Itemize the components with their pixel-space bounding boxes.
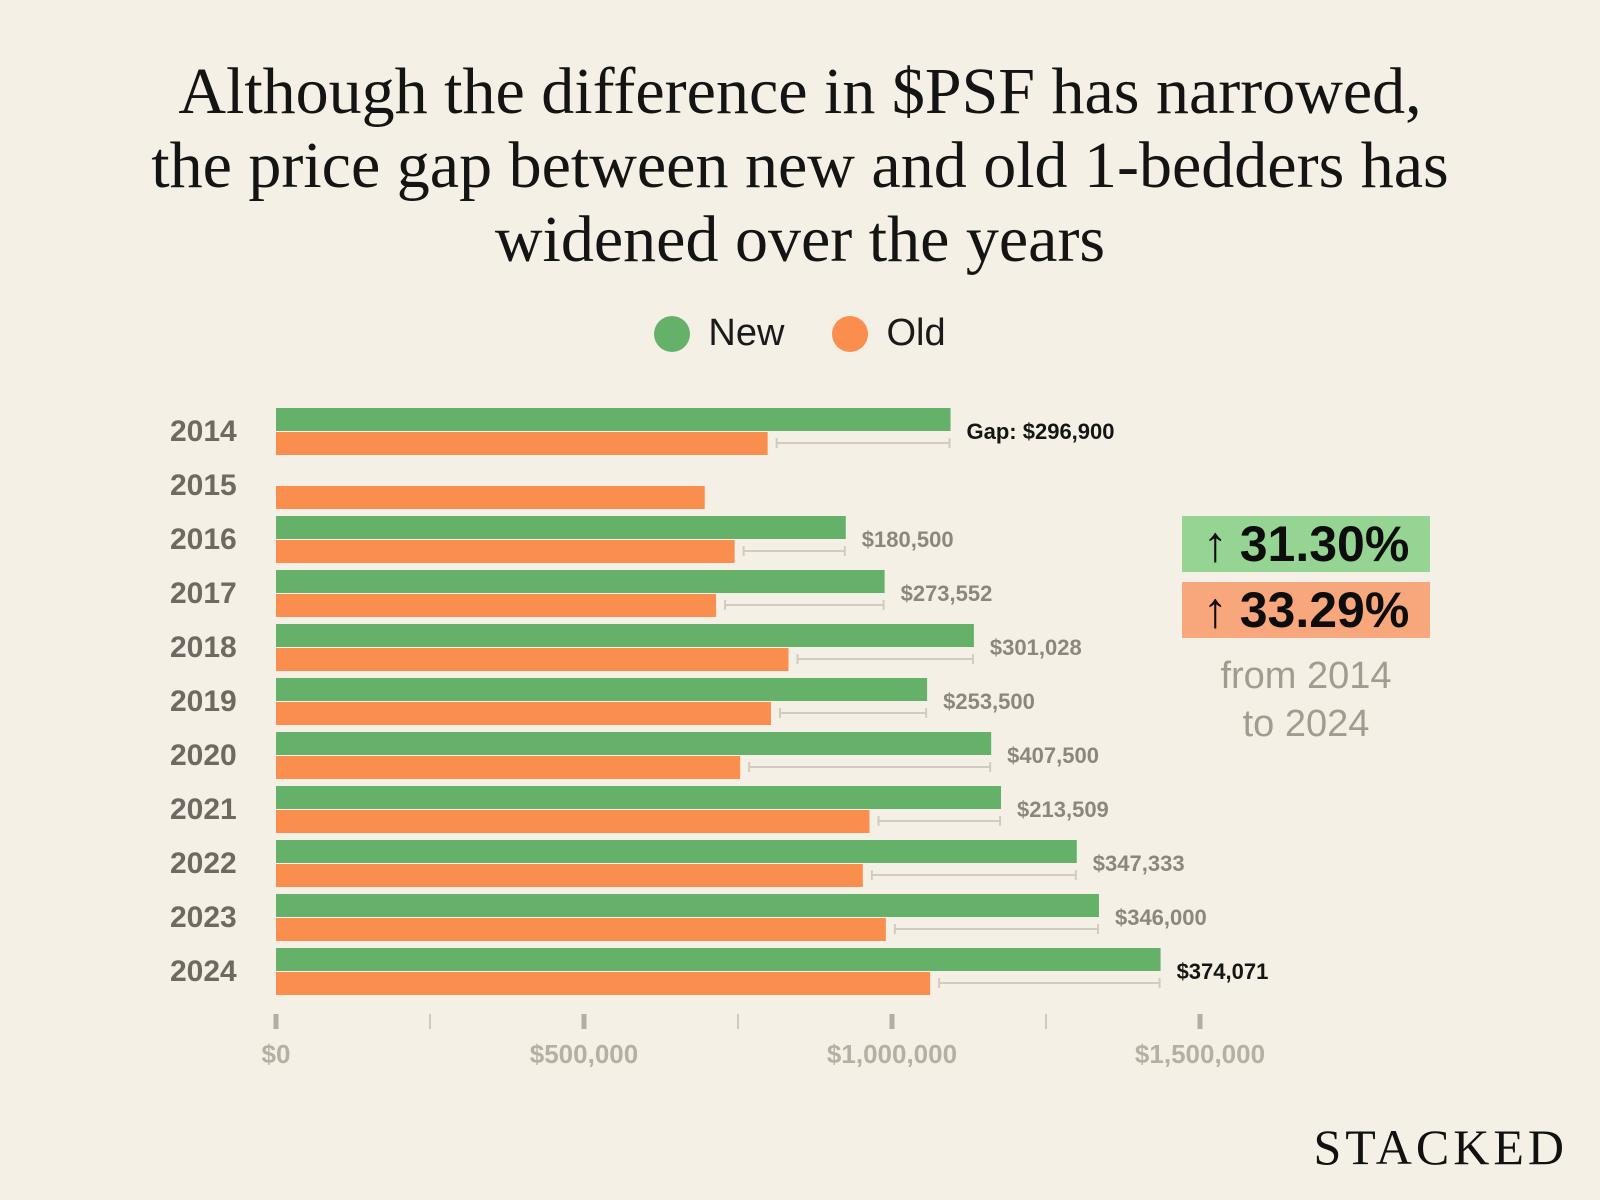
gap-label: $253,500 xyxy=(943,689,1035,714)
y-tick-label: 2015 xyxy=(170,469,237,502)
bar-old xyxy=(276,918,886,941)
legend-item-new: New xyxy=(654,312,784,355)
old-change-badge: ↑ 33.29% xyxy=(1182,582,1430,638)
y-tick-label: 2014 xyxy=(170,415,237,448)
y-tick-label: 2018 xyxy=(170,631,237,664)
x-tick-label: $1,000,000 xyxy=(827,1039,957,1069)
y-tick-label: 2020 xyxy=(170,739,237,772)
gap-label: $346,000 xyxy=(1115,905,1207,930)
x-tick-minor xyxy=(429,1014,431,1029)
bar-new xyxy=(276,840,1077,863)
gap-label: $273,552 xyxy=(901,581,993,606)
title-line-3: widened over the years xyxy=(494,203,1106,276)
title-line-2: the price gap between new and old 1-bedd… xyxy=(151,129,1449,202)
legend-swatch-new xyxy=(654,315,691,352)
x-tick-major xyxy=(889,1014,895,1029)
brand-logo: STACKED xyxy=(1313,1119,1568,1175)
change-caption: from 2014 to 2024 xyxy=(1182,652,1430,748)
bar-old xyxy=(276,432,768,455)
y-tick-label: 2024 xyxy=(170,955,237,988)
gap-label: $374,071 xyxy=(1177,959,1269,984)
y-tick-label: 2022 xyxy=(170,847,237,880)
x-tick-major xyxy=(1197,1014,1203,1029)
x-tick-major xyxy=(273,1014,279,1029)
bar-new xyxy=(276,408,951,431)
old-change-value: 33.29% xyxy=(1239,582,1410,638)
change-caption-line-1: from 2014 xyxy=(1220,655,1392,697)
change-callout: ↑ 31.30% ↑ 33.29% from 2014 to 2024 xyxy=(1182,516,1430,748)
chart-legend: New Old xyxy=(0,312,1600,355)
up-arrow-icon: ↑ xyxy=(1202,516,1228,572)
new-change-value: 31.30% xyxy=(1239,516,1410,572)
legend-swatch-old xyxy=(832,315,869,352)
legend-item-old: Old xyxy=(832,312,946,355)
gap-label: Gap: $296,900 xyxy=(967,419,1115,444)
bar-old xyxy=(276,540,735,563)
gap-label: $180,500 xyxy=(862,527,954,552)
x-tick-label: $0 xyxy=(262,1039,291,1069)
bar-new xyxy=(276,894,1099,917)
y-tick-label: 2021 xyxy=(170,793,237,826)
up-arrow-icon: ↑ xyxy=(1202,582,1228,638)
bar-old xyxy=(276,810,870,833)
y-tick-label: 2019 xyxy=(170,685,237,718)
legend-label-old: Old xyxy=(886,312,946,354)
bar-old xyxy=(276,594,717,617)
bar-new xyxy=(276,516,846,539)
bar-old xyxy=(276,756,741,779)
x-tick-major xyxy=(581,1014,587,1029)
bar-old xyxy=(276,486,705,509)
bar-old xyxy=(276,702,771,725)
title-line-1: Although the difference in $PSF has narr… xyxy=(178,55,1422,128)
bar-new xyxy=(276,624,974,647)
gap-label: $301,028 xyxy=(990,635,1082,660)
bar-new xyxy=(276,948,1161,971)
bar-old xyxy=(276,864,863,887)
new-change-badge: ↑ 31.30% xyxy=(1182,516,1430,572)
chart-title: Although the difference in $PSF has narr… xyxy=(100,55,1500,277)
gap-label: $347,333 xyxy=(1093,851,1185,876)
bar-new xyxy=(276,786,1002,809)
bar-old xyxy=(276,972,931,995)
bar-new xyxy=(276,570,885,593)
change-caption-line-2: to 2024 xyxy=(1242,703,1370,745)
x-tick-minor xyxy=(1045,1014,1047,1029)
gap-label: $407,500 xyxy=(1007,743,1099,768)
bar-old xyxy=(276,648,789,671)
x-tick-minor xyxy=(737,1014,739,1029)
y-tick-label: 2017 xyxy=(170,577,237,610)
x-tick-label: $1,500,000 xyxy=(1135,1039,1265,1069)
legend-label-new: New xyxy=(708,312,785,354)
y-tick-label: 2016 xyxy=(170,523,237,556)
gap-label: $213,509 xyxy=(1017,797,1109,822)
bar-new xyxy=(276,732,992,755)
x-tick-label: $500,000 xyxy=(530,1039,638,1069)
y-tick-label: 2023 xyxy=(170,901,237,934)
bar-new xyxy=(276,678,928,701)
